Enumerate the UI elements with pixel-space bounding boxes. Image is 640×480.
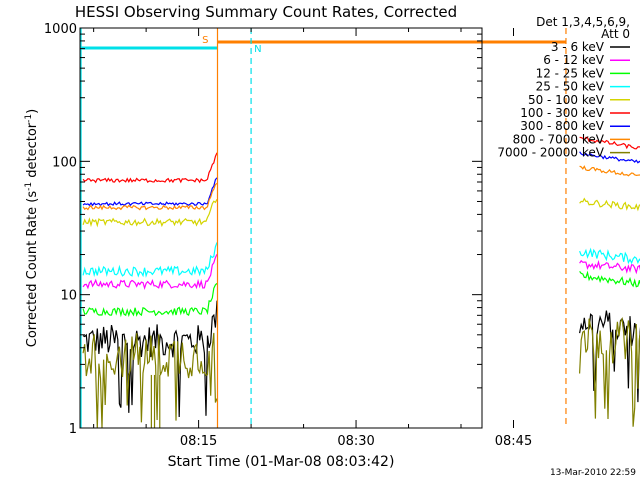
legend-label-3: 25 - 50 keV — [536, 80, 605, 94]
overlay-layer: SN — [80, 28, 567, 428]
plot-frame — [79, 27, 483, 429]
trace-pre-6 — [82, 177, 218, 207]
trace-pre-5 — [82, 152, 218, 184]
legend-label-5: 100 - 300 keV — [520, 106, 604, 120]
y-label-sup-1: -1 — [24, 182, 34, 191]
legend-label-4: 50 - 100 keV — [528, 93, 605, 107]
trace-pre-8 — [82, 332, 218, 429]
legend-label-0: 3 - 6 keV — [551, 40, 605, 54]
trace-post-4 — [579, 197, 640, 212]
y-tick-label: 1 — [69, 422, 77, 437]
x-tick-label: 08:45 — [495, 434, 532, 449]
legend-label-6: 300 - 800 keV — [520, 119, 604, 133]
trace-pre-3 — [82, 242, 218, 278]
saa-label: S — [202, 35, 208, 46]
trace-pre-2 — [82, 282, 218, 318]
footer-date: 13-Mar-2010 22:59 — [550, 468, 636, 478]
trace-post-2 — [579, 270, 640, 288]
y-label-end: ) — [25, 109, 40, 114]
x-tick-label: 08:30 — [337, 434, 374, 449]
y-tick-label: 1000 — [44, 22, 77, 37]
legend-label-2: 12 - 25 keV — [536, 66, 605, 80]
y-tick-label: 10 — [60, 289, 77, 304]
chart-title: HESSI Observing Summary Count Rates, Cor… — [75, 3, 457, 21]
y-label-main: Corrected Count Rate (s — [25, 191, 40, 348]
night-label: N — [254, 44, 261, 55]
y-label-sup-2: -1 — [24, 114, 34, 123]
trace-pre-7 — [82, 182, 218, 211]
legend-label-1: 6 - 12 keV — [543, 53, 605, 67]
trace-pre-4 — [82, 199, 218, 228]
legend-label-7: 800 - 7000 keV — [513, 132, 605, 146]
legend-header-1: Det 1,3,4,5,6,9, — [536, 15, 630, 29]
x-tick-label: 08:15 — [180, 434, 217, 449]
y-label-mid: detector — [25, 122, 40, 182]
legend-label-8: 7000 - 20000 keV — [497, 146, 604, 160]
x-axis-label: Start Time (01-Mar-08 08:03:42) — [168, 454, 395, 470]
legend-header-2: Att 0 — [601, 27, 630, 41]
trace-post-7 — [579, 165, 640, 177]
trace-layer — [82, 136, 640, 429]
trace-pre-1 — [82, 254, 218, 291]
y-axis-label: Corrected Count Rate (s-1 detector-1) — [24, 109, 40, 347]
y-tick-label: 100 — [52, 155, 77, 170]
